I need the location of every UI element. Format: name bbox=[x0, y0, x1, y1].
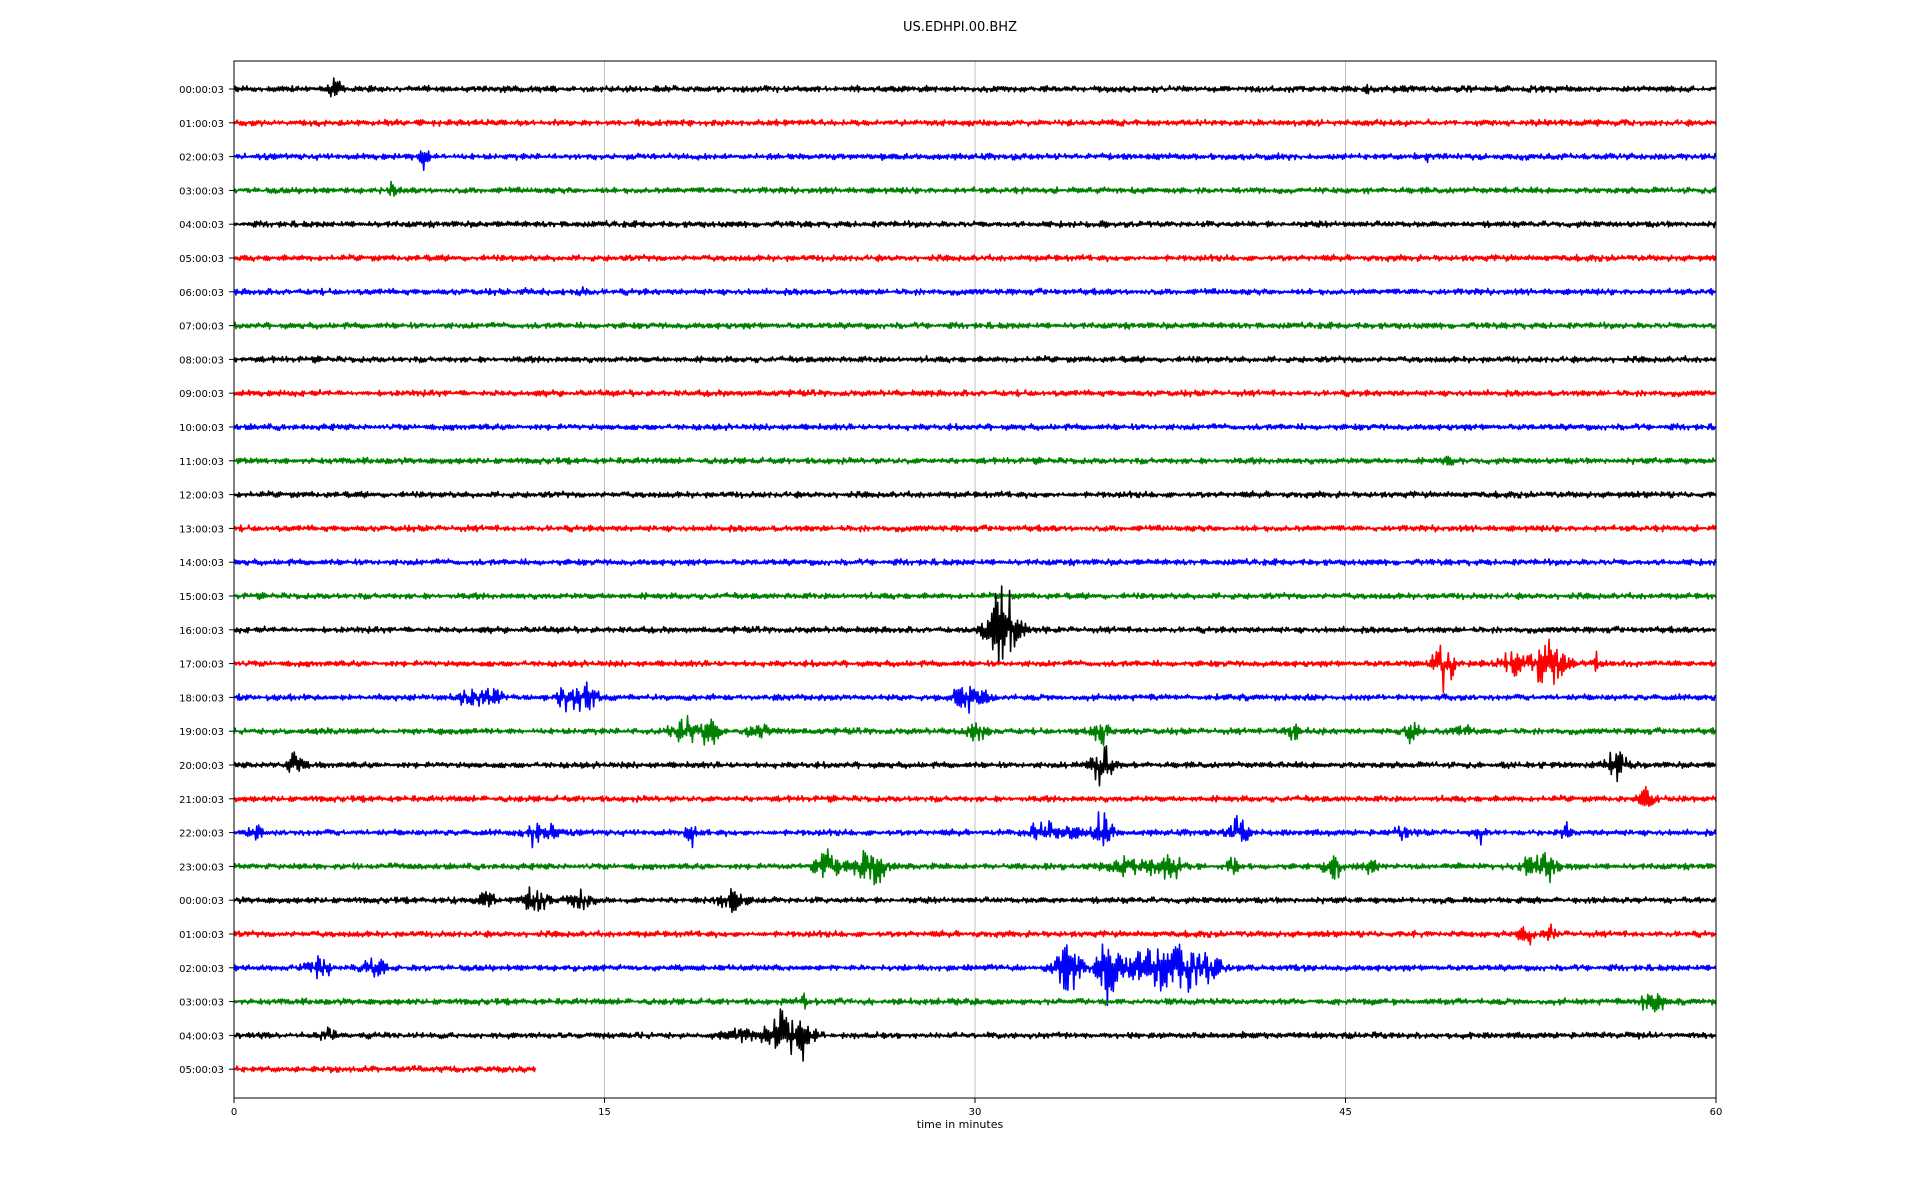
trace-row bbox=[233, 638, 1717, 694]
trace-row bbox=[233, 1064, 537, 1074]
trace-row bbox=[233, 714, 1717, 747]
row-time-label: 12:00:03 bbox=[179, 491, 224, 502]
trace-row bbox=[233, 745, 1717, 787]
row-time-label: 06:00:03 bbox=[179, 288, 224, 299]
trace-row bbox=[233, 591, 1717, 601]
trace-row bbox=[233, 681, 1717, 714]
trace-row bbox=[233, 253, 1717, 263]
trace-row bbox=[233, 321, 1717, 330]
row-time-label: 21:00:03 bbox=[179, 795, 224, 806]
row-time-label: 05:00:03 bbox=[179, 1065, 224, 1076]
row-time-label: 01:00:03 bbox=[179, 119, 224, 130]
trace-row bbox=[233, 811, 1717, 849]
row-time-label: 14:00:03 bbox=[179, 558, 224, 569]
row-time-label: 00:00:03 bbox=[179, 85, 224, 96]
row-time-label: 04:00:03 bbox=[179, 1031, 224, 1042]
trace-row bbox=[233, 388, 1717, 398]
trace-row bbox=[233, 455, 1717, 466]
trace-row bbox=[233, 785, 1717, 807]
row-time-label: 18:00:03 bbox=[179, 693, 224, 704]
trace-row bbox=[233, 558, 1717, 567]
row-time-label: 09:00:03 bbox=[179, 389, 224, 400]
row-time-label: 16:00:03 bbox=[179, 626, 224, 637]
trace-row bbox=[233, 992, 1717, 1013]
row-time-label: 10:00:03 bbox=[179, 423, 224, 434]
row-time-label: 03:00:03 bbox=[179, 998, 224, 1009]
trace-row bbox=[233, 118, 1717, 127]
row-labels: 00:00:03 01:00:03 02:00:03 03:00:03 04:00:03… bbox=[179, 85, 234, 1076]
row-time-label: 20:00:03 bbox=[179, 761, 224, 772]
x-tick-label: 45 bbox=[1339, 1107, 1352, 1118]
row-time-label: 19:00:03 bbox=[179, 727, 224, 738]
x-tick-label: 15 bbox=[598, 1107, 611, 1118]
trace-row bbox=[233, 150, 1717, 171]
x-axis-label: time in minutes bbox=[916, 1118, 1004, 1131]
row-time-label: 02:00:03 bbox=[179, 964, 224, 975]
row-time-label: 13:00:03 bbox=[179, 524, 224, 535]
trace-row bbox=[233, 219, 1717, 229]
x-axis-ticks: 0 15 30 45 60 bbox=[231, 1098, 1723, 1118]
row-time-label: 02:00:03 bbox=[179, 153, 224, 164]
trace-row bbox=[233, 422, 1717, 432]
row-time-label: 08:00:03 bbox=[179, 355, 224, 366]
row-time-label: 03:00:03 bbox=[179, 186, 224, 197]
row-time-label: 04:00:03 bbox=[179, 220, 224, 231]
x-tick-label: 0 bbox=[231, 1107, 237, 1118]
trace-row bbox=[233, 524, 1717, 533]
x-tick-label: 30 bbox=[969, 1107, 982, 1118]
row-time-label: 01:00:03 bbox=[179, 930, 224, 941]
trace-row bbox=[233, 923, 1717, 946]
x-tick-label: 60 bbox=[1710, 1107, 1723, 1118]
row-time-label: 23:00:03 bbox=[179, 862, 224, 873]
row-time-label: 05:00:03 bbox=[179, 254, 224, 265]
trace-row bbox=[233, 1008, 1717, 1062]
trace-row bbox=[233, 585, 1717, 664]
trace-row bbox=[233, 77, 1717, 98]
trace-row bbox=[233, 285, 1717, 297]
trace-layer bbox=[233, 77, 1717, 1074]
trace-row bbox=[233, 355, 1717, 364]
grid-lines bbox=[604, 61, 1346, 1098]
trace-row bbox=[233, 848, 1717, 886]
row-time-label: 15:00:03 bbox=[179, 592, 224, 603]
trace-row bbox=[233, 180, 1717, 197]
row-time-label: 07:00:03 bbox=[179, 322, 224, 333]
row-time-label: 17:00:03 bbox=[179, 660, 224, 671]
trace-row bbox=[233, 886, 1717, 914]
row-time-label: 11:00:03 bbox=[179, 457, 224, 468]
row-time-label: 22:00:03 bbox=[179, 829, 224, 840]
row-time-label: 00:00:03 bbox=[179, 896, 224, 907]
trace-row bbox=[233, 943, 1717, 1006]
chart-title: US.EDHPI.00.BHZ bbox=[903, 20, 1017, 35]
trace-row bbox=[233, 490, 1717, 499]
